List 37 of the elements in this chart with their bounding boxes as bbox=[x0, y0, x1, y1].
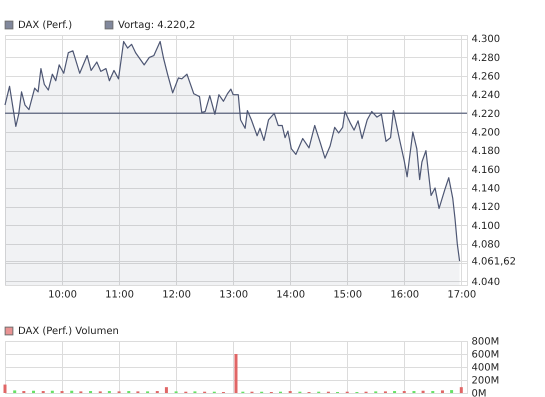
x-tick-label: 13:00 bbox=[219, 290, 248, 300]
x-tick-label: 16:00 bbox=[390, 290, 420, 300]
y-tick-label: 800M bbox=[472, 336, 500, 348]
y-tick-label: 4.220 bbox=[472, 108, 500, 120]
y-tick-label: 4.180 bbox=[472, 146, 500, 158]
x-tick-label: 11:00 bbox=[105, 290, 134, 300]
bar bbox=[13, 390, 16, 393]
x-tick-label: 10:00 bbox=[48, 290, 77, 300]
y-tick-label: 4.260 bbox=[472, 72, 500, 83]
y-tick-label: 4.040 bbox=[472, 276, 500, 288]
y-tick-label: 400M bbox=[472, 362, 500, 374]
x-tick-label: 14:00 bbox=[276, 290, 306, 300]
legend-label: DAX (Perf.) Volumen bbox=[18, 326, 119, 337]
y-tick-label: 4.140 bbox=[472, 183, 500, 194]
y-tick-label: 4.080 bbox=[472, 239, 500, 250]
y-tick-label: 4.300 bbox=[472, 34, 500, 46]
bar bbox=[450, 390, 454, 393]
y-tick-label: 600M bbox=[472, 350, 500, 360]
x-tick-label: 12:00 bbox=[162, 290, 192, 300]
y-tick-label: 4.160 bbox=[472, 164, 500, 176]
legend-label: DAX (Perf.) bbox=[18, 20, 72, 31]
y-tick-label: 0M bbox=[472, 388, 486, 397]
x-tick-label: 15:00 bbox=[333, 290, 362, 300]
bar bbox=[234, 354, 238, 393]
y-tick-label: 4.200 bbox=[472, 128, 500, 139]
bar bbox=[460, 387, 463, 393]
y-tick-label: 4.240 bbox=[472, 90, 500, 102]
y-tick-label: 200M bbox=[472, 376, 500, 386]
y-tick-label: 4.280 bbox=[472, 52, 500, 64]
y-tick-label: 4.120 bbox=[472, 202, 500, 214]
bar bbox=[164, 387, 168, 393]
bar bbox=[440, 390, 444, 393]
legend-label: Vortag: 4.220,2 bbox=[118, 20, 196, 31]
bar bbox=[4, 384, 6, 393]
x-tick-label: 17:00 bbox=[447, 290, 476, 300]
y-tick-label: 4.100 bbox=[472, 220, 500, 232]
y-tick-label: 4.061,62 bbox=[472, 256, 516, 268]
